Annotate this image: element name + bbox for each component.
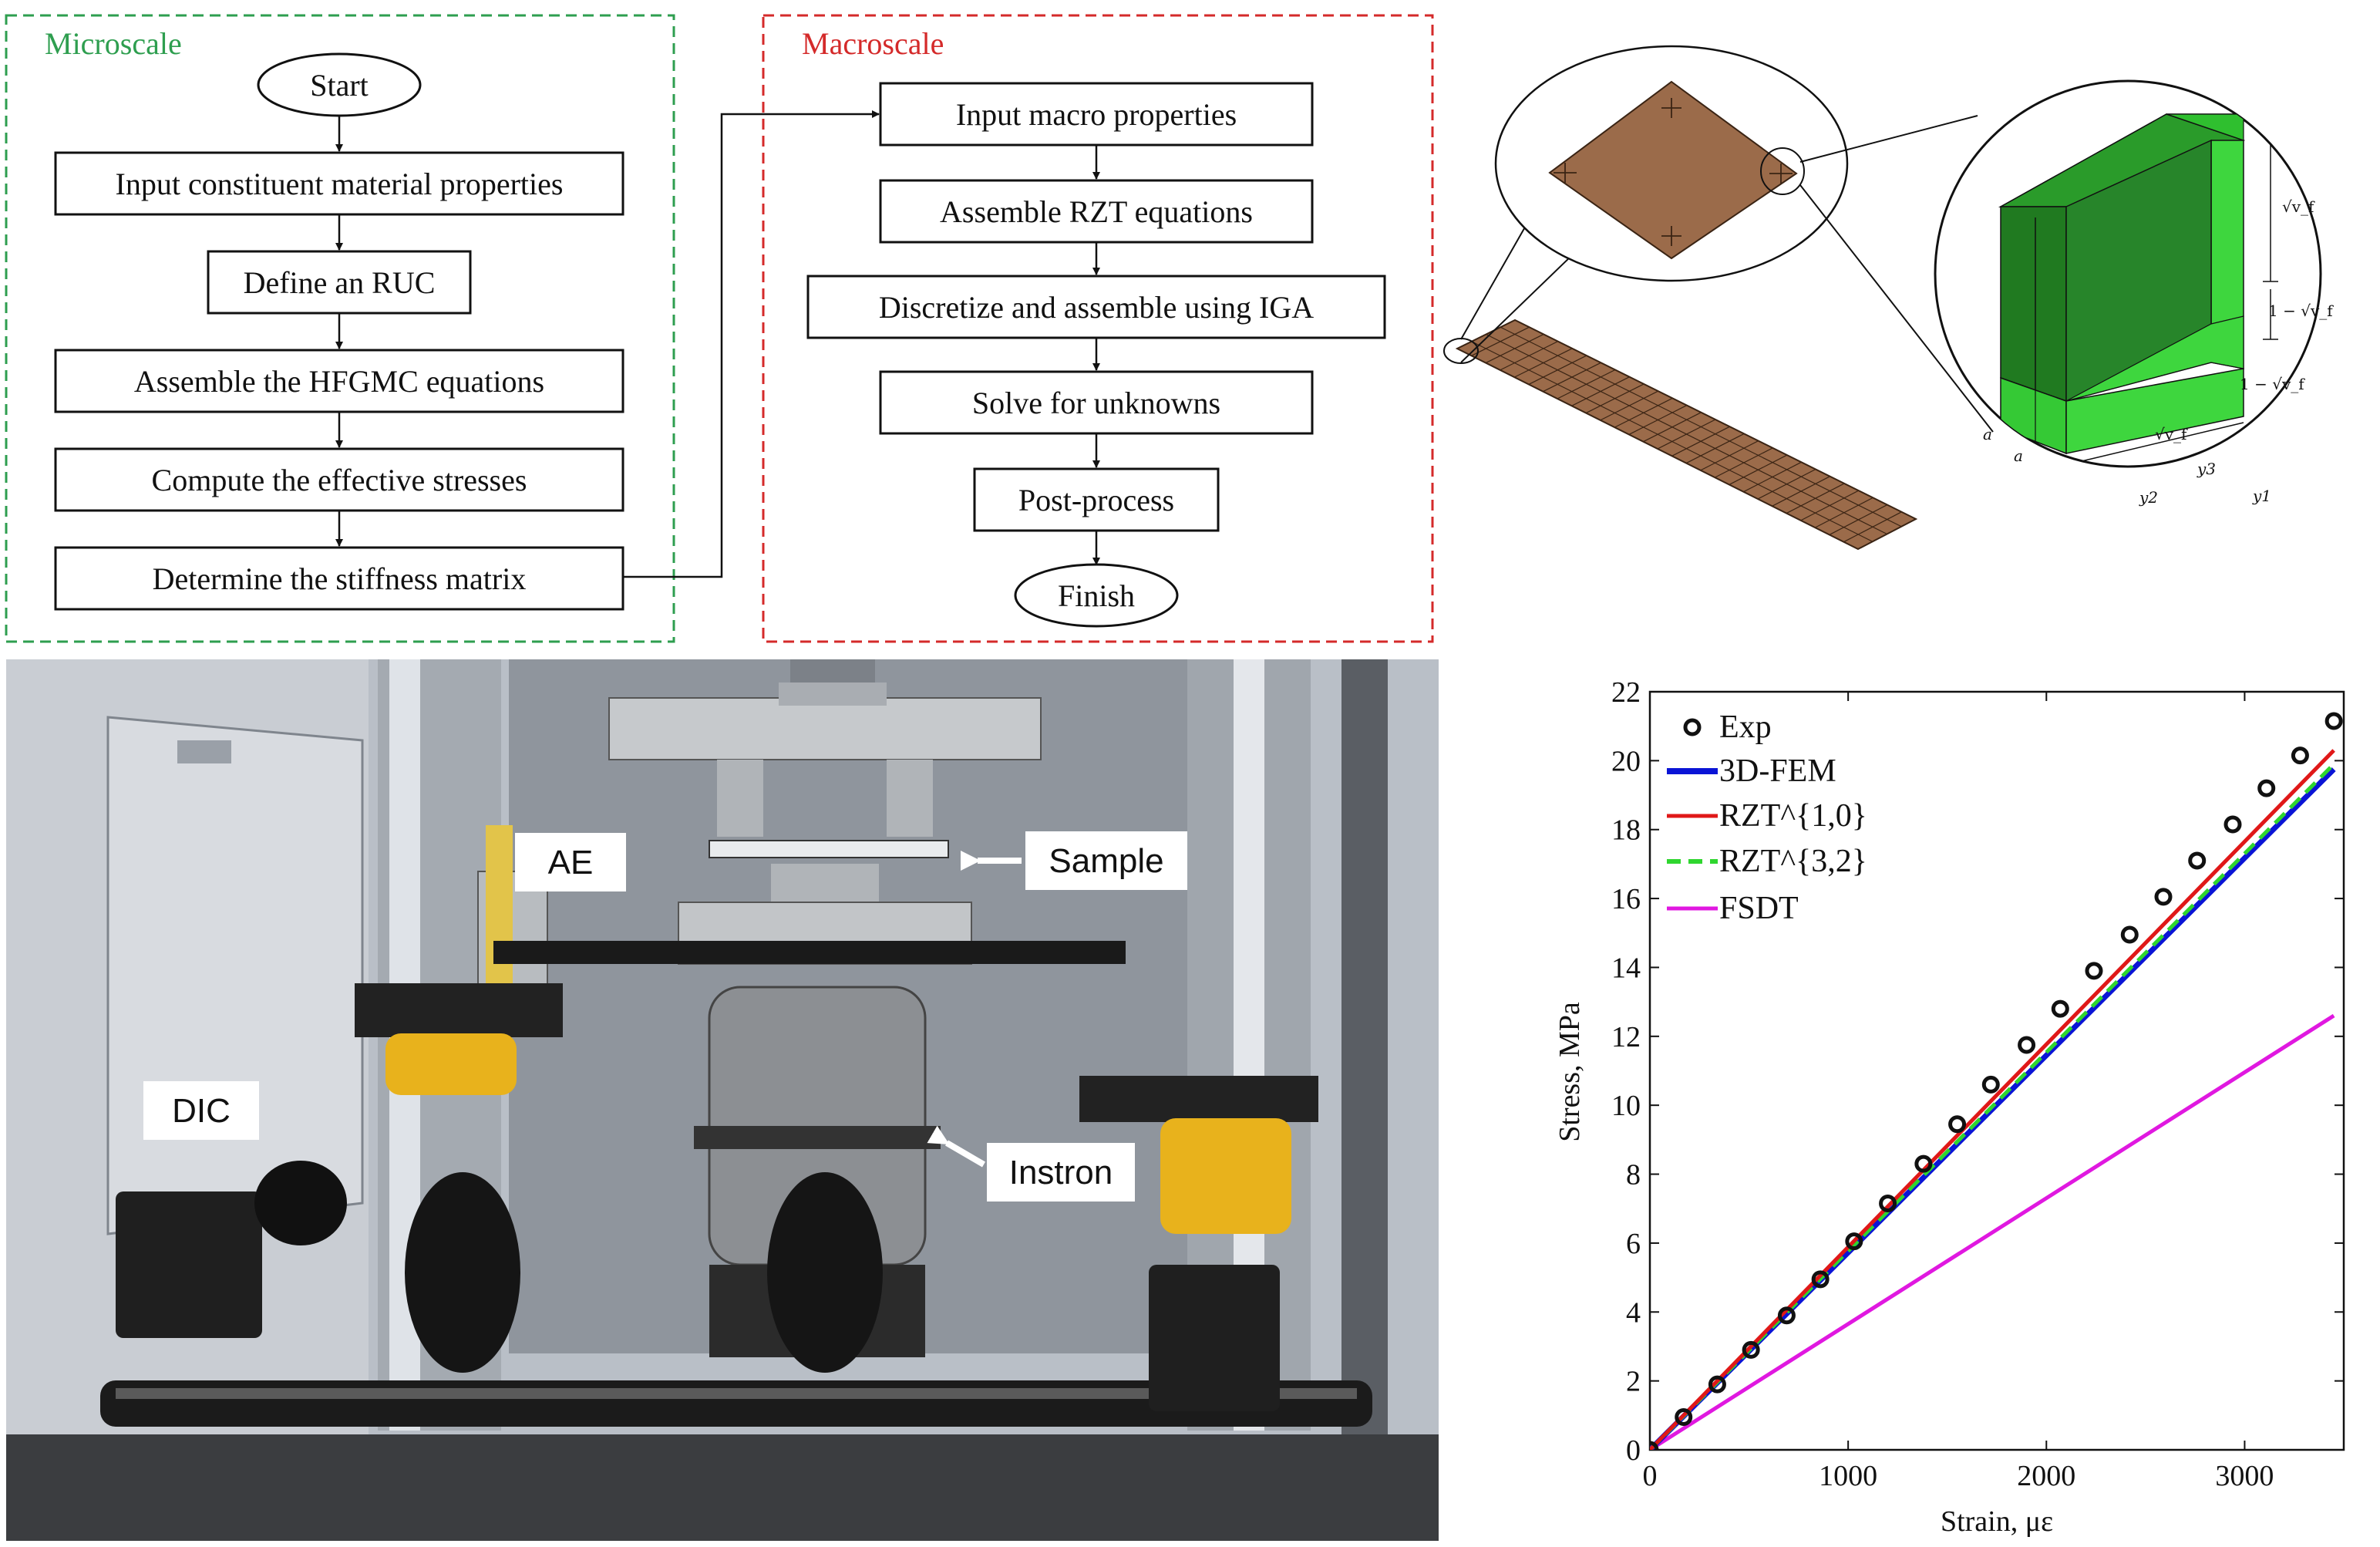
macro-step-2: [879, 179, 1314, 244]
y-tick-label: 0: [1626, 1434, 1641, 1467]
label-ae: AE: [548, 844, 594, 881]
series-exp-point: [1948, 1115, 1967, 1134]
y-tick-label: 12: [1611, 1021, 1641, 1053]
start-label: Start: [310, 68, 369, 103]
finish-label: Finish: [1058, 578, 1135, 613]
x-tick-label: 0: [1643, 1460, 1658, 1492]
legend-rzt10: RZT^{1,0}: [1719, 798, 1867, 834]
dim-one-minus-vertical: 1 − √v_f: [2268, 302, 2334, 320]
series-exp-point: [2018, 1036, 2036, 1054]
series-rzt-1-0-line: [1650, 749, 2335, 1450]
test-rig-photo: AE Sample DIC Instron: [6, 659, 1439, 1541]
series-fsdt-line: [1650, 1013, 2335, 1450]
legend-rzt32: RZT^{3,2}: [1719, 844, 1867, 879]
series-exp-point: [1845, 1232, 1863, 1251]
ruc-illustration: √v_f 1 − √v_f 1 − √v_f √v_f a a y3 y2 y1: [1934, 79, 2334, 507]
label-instron: Instron: [1009, 1154, 1113, 1191]
microscale-panel: Microscale Start Input constituent mater…: [5, 14, 675, 643]
chart-legend: Exp 3D-FEM RZT^{1,0} RZT^{3,2} FSDT: [1667, 709, 1867, 926]
macro-step-2-label: Assemble RZT equations: [940, 194, 1253, 229]
series-exp-point: [2223, 815, 2242, 834]
zoom-element: [1548, 80, 1798, 260]
y-tick-label: 6: [1626, 1228, 1641, 1260]
micro-step-3-label: Assemble the HFGMC equations: [134, 364, 544, 399]
y-tick-label: 18: [1611, 814, 1641, 847]
series-exp-point: [1742, 1340, 1760, 1359]
y-axis-label: Stress, MPa: [1554, 1002, 1586, 1142]
label-sample-box: [1025, 831, 1187, 890]
legend-3dfem: 3D-FEM: [1719, 753, 1836, 789]
dim-one-minus-depth: 1 − √v_f: [2240, 375, 2305, 393]
series-exp-point: [1675, 1408, 1693, 1427]
label-dic-box: [143, 1081, 259, 1140]
dim-a-2: a: [2014, 447, 2023, 465]
sample-specimen: [709, 840, 949, 858]
finish-terminal: [1014, 563, 1179, 628]
x-tick-label: 1000: [1819, 1460, 1877, 1492]
micro-step-4-label: Compute the effective stresses: [152, 463, 527, 497]
micro-to-macro-connector: [623, 110, 880, 578]
micro-step-3: [54, 349, 624, 413]
label-sample: Sample: [1049, 842, 1163, 880]
series-exp-point: [2085, 962, 2103, 980]
series-exp-point: [1811, 1270, 1830, 1289]
y-tick-label: 16: [1611, 883, 1641, 915]
label-instron-box: [987, 1143, 1135, 1202]
axis-y3: y3: [2197, 460, 2216, 478]
y-tick-label: 22: [1611, 676, 1641, 709]
macro-step-3-label: Discretize and assemble using IGA: [879, 290, 1314, 325]
dim-a-1: a: [1983, 425, 1992, 443]
micro-step-2-label: Define an RUC: [244, 265, 436, 300]
axis-y1: y1: [2252, 487, 2271, 505]
series-exp-point: [1777, 1306, 1796, 1325]
series-exp-point: [2257, 779, 2276, 797]
y-tick-label: 14: [1611, 952, 1641, 984]
dim-sqrt-vf-vertical: √v_f: [2282, 197, 2315, 216]
y-tick-label: 2: [1626, 1366, 1641, 1398]
y-tick-label: 10: [1611, 1090, 1641, 1122]
label-ae-box: [515, 833, 626, 891]
series-exp-point: [2154, 888, 2173, 906]
micro-step-1-label: Input constituent material properties: [116, 167, 564, 201]
y-tick-label: 8: [1626, 1159, 1641, 1191]
series-exp-point: [1708, 1375, 1726, 1394]
micro-step-5: [54, 546, 624, 611]
y-tick-label: 20: [1611, 745, 1641, 777]
series-exp-point: [2051, 999, 2069, 1018]
macroscale-title: Macroscale: [802, 26, 944, 61]
axis-y2: y2: [2139, 488, 2158, 507]
series-exp-point: [2120, 925, 2139, 944]
microscale-title: Microscale: [45, 26, 182, 61]
legend-fsdt: FSDT: [1719, 891, 1799, 926]
series-exp-point: [1879, 1195, 1897, 1213]
legend-exp: Exp: [1719, 709, 1772, 745]
plate-mesh-illustration: [1443, 45, 1994, 551]
series-exp-point: [2188, 851, 2207, 870]
macro-step-5-label: Post-process: [1018, 483, 1174, 517]
x-axis-label: Strain, με: [1941, 1505, 2053, 1538]
series-exp-point: [1981, 1075, 2000, 1094]
series-exp-point: [1914, 1154, 1933, 1173]
y-tick-label: 4: [1626, 1296, 1641, 1329]
series-exp-point: [2291, 747, 2309, 765]
macro-step-4: [879, 370, 1314, 435]
macroscale-panel: Macroscale Input macro properties Assemb…: [762, 14, 1434, 643]
dim-sqrt-vf-horizontal: √v_f: [2155, 425, 2188, 443]
x-tick-label: 2000: [2017, 1460, 2075, 1492]
micro-step-1: [54, 151, 624, 216]
stress-strain-chart: 0 2 4 6 8 10 12 14 16 18 20 22 0 1000 2000 3000 Stress…: [1554, 676, 2345, 1538]
macro-step-1: [879, 82, 1314, 147]
macro-step-3: [806, 275, 1386, 339]
micro-step-5-label: Determine the stiffness matrix: [153, 561, 527, 596]
label-dic: DIC: [172, 1092, 231, 1130]
x-tick-label: 3000: [2215, 1460, 2274, 1492]
macro-step-4-label: Solve for unknowns: [972, 386, 1220, 420]
series-exp-point: [2324, 712, 2343, 730]
macro-step-1-label: Input macro properties: [956, 97, 1237, 132]
legend-marker-exp: [1683, 718, 1702, 736]
